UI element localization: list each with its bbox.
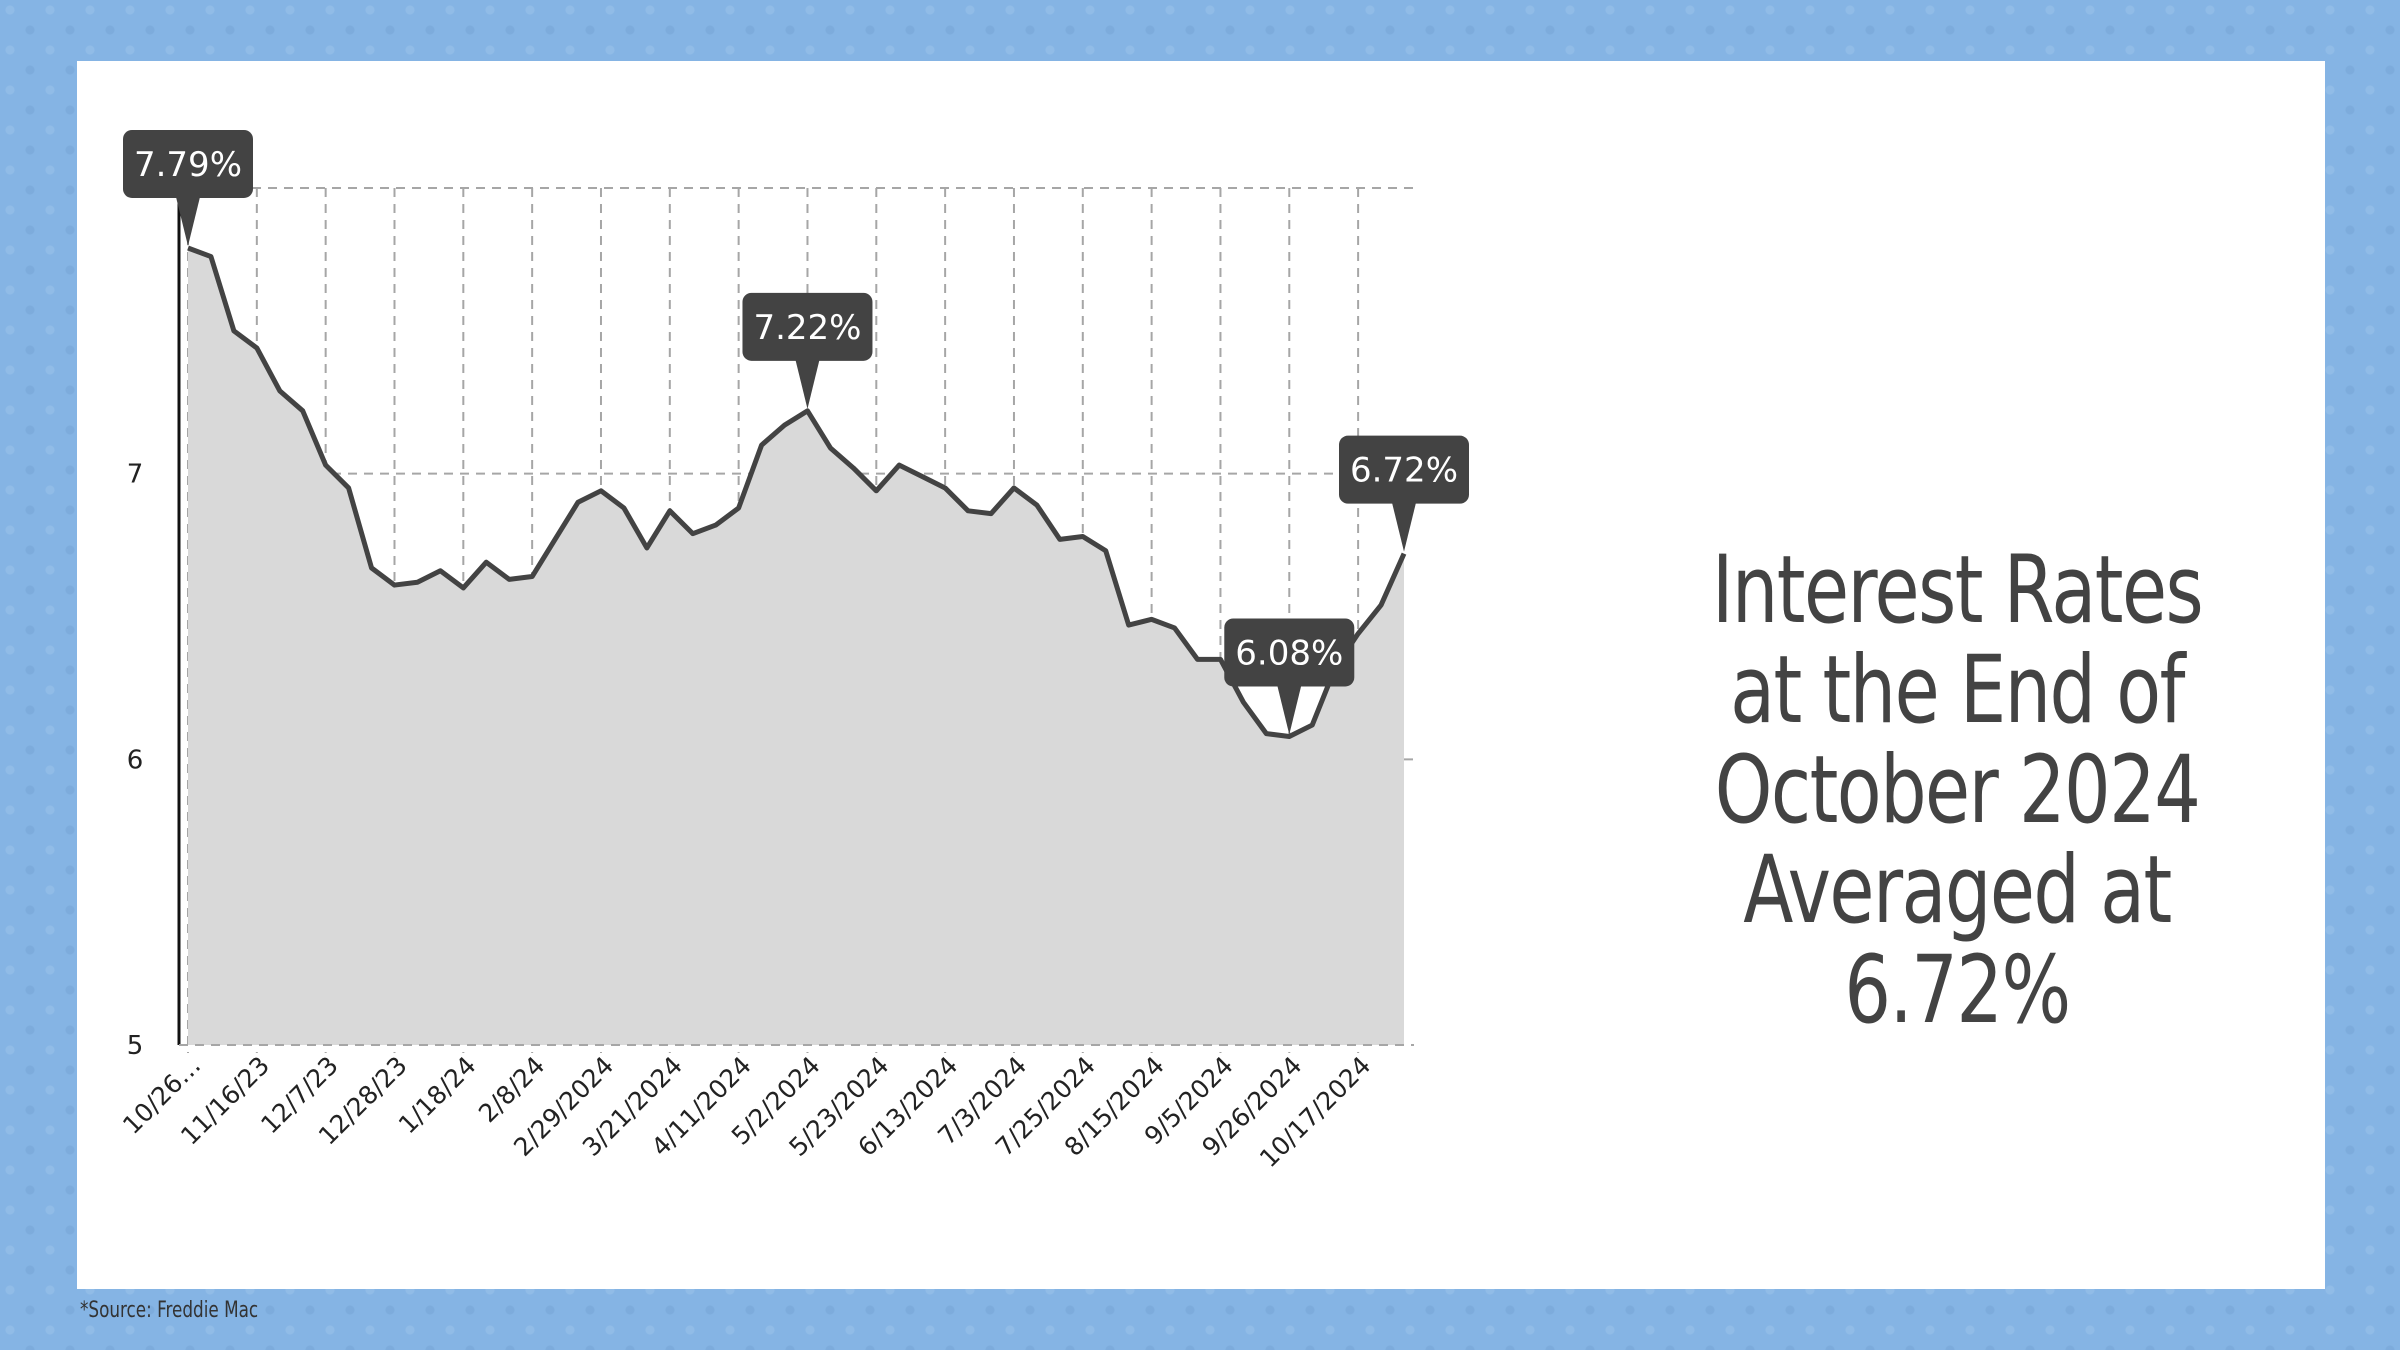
rate-area: [188, 247, 1404, 1046]
data-point: [1034, 502, 1040, 508]
callout-box: [742, 292, 873, 361]
data-point: [1217, 656, 1223, 662]
chart-callouts: 7.79% 7.22% 6.08% 6.72%: [123, 129, 1469, 735]
data-point: [414, 579, 420, 585]
data-point: [1149, 616, 1155, 622]
y-tick-labels: 5678: [127, 174, 144, 1061]
headline: Interest Rates at the End of October 202…: [1637, 541, 2277, 1041]
rate-area-chart: 5678 10/26…11/16/2312/7/2312/28/231/18/2…: [117, 129, 1469, 1173]
x-tick-label: 1/18/24: [393, 1051, 482, 1140]
callout: 6.08%: [1224, 618, 1355, 735]
callout-label: 6.72%: [1350, 451, 1458, 491]
data-point: [873, 488, 879, 494]
x-tick-labels: 10/26…11/16/2312/7/2312/28/231/18/242/8/…: [117, 1051, 1376, 1173]
data-point: [1263, 731, 1269, 737]
callout-label: 6.08%: [1235, 633, 1343, 673]
data-point: [988, 511, 994, 517]
data-point: [736, 505, 742, 511]
headline-line-3: October 2024: [1714, 736, 2201, 845]
data-point: [942, 485, 948, 491]
data-point: [919, 474, 925, 480]
callout-pointer: [1392, 502, 1416, 552]
data-point: [437, 568, 443, 574]
source-note: *Source: Freddie Mac: [80, 1298, 259, 1323]
data-point: [323, 462, 329, 468]
slide-card: 5678 10/26…11/16/2312/7/2312/28/231/18/2…: [77, 61, 2325, 1289]
rate-line: [187, 245, 1407, 739]
callout-box: [1224, 618, 1355, 687]
headline-line-1: Interest Rates: [1711, 536, 2204, 645]
data-point: [896, 462, 902, 468]
data-point: [506, 576, 512, 582]
data-point: [254, 345, 260, 351]
data-point: [1355, 631, 1361, 637]
data-point: [391, 582, 397, 588]
y-tick-label: 6: [127, 745, 144, 775]
chart-area-layer: [187, 245, 1407, 1046]
data-point: [529, 574, 535, 580]
callout-pointer: [1277, 685, 1302, 735]
data-point: [208, 254, 214, 260]
data-point: [1240, 699, 1246, 705]
data-point: [1057, 536, 1063, 542]
callout-box: [123, 129, 253, 198]
data-point: [575, 499, 581, 505]
data-point: [644, 545, 650, 551]
data-point: [231, 328, 237, 334]
data-point: [277, 388, 283, 394]
data-point: [1309, 722, 1315, 728]
data-point: [713, 522, 719, 528]
data-point: [1080, 534, 1086, 540]
callout: 7.79%: [123, 129, 253, 246]
data-point: [965, 508, 971, 514]
data-point: [759, 442, 765, 448]
data-point: [460, 585, 466, 591]
callout-pointer: [176, 196, 200, 246]
callout: 6.72%: [1339, 435, 1469, 552]
callout-box: [1339, 435, 1469, 504]
data-point: [827, 445, 833, 451]
callout-label: 7.79%: [134, 145, 242, 185]
data-point: [1103, 548, 1109, 554]
headline-line-4: Averaged at 6.72%: [1743, 836, 2172, 1045]
data-point: [782, 422, 788, 428]
chart-axes: [177, 180, 1414, 1046]
data-point: [850, 465, 856, 471]
data-point: [369, 565, 375, 571]
headline-line-2: at the End of: [1730, 636, 2185, 745]
data-point: [667, 508, 673, 514]
callout-pointer: [795, 359, 820, 409]
data-point: [1172, 625, 1178, 631]
data-point: [1195, 656, 1201, 662]
data-point: [1126, 622, 1132, 628]
data-point: [690, 531, 696, 537]
callout: 7.22%: [742, 292, 873, 409]
data-point: [598, 488, 604, 494]
data-point: [1378, 602, 1384, 608]
data-point: [300, 408, 306, 414]
data-point: [621, 505, 627, 511]
data-point: [483, 559, 489, 565]
data-point: [552, 536, 558, 542]
data-point: [1011, 485, 1017, 491]
callout-label: 7.22%: [753, 308, 861, 348]
y-tick-label: 7: [127, 460, 144, 490]
data-point: [346, 485, 352, 491]
y-tick-label: 5: [127, 1031, 144, 1061]
